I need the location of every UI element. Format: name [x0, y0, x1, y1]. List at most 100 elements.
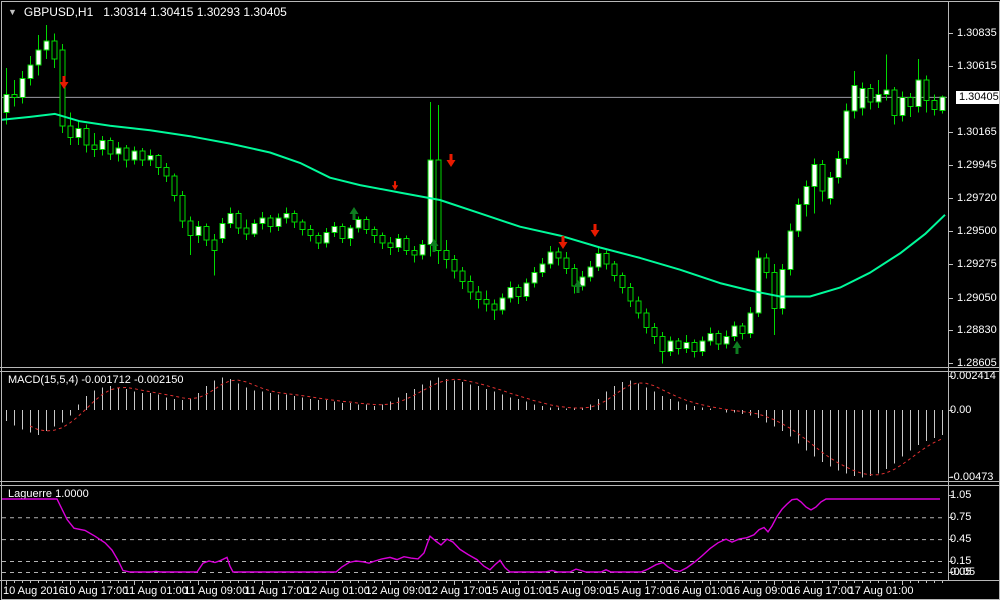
time-axis[interactable]: 10 Aug 2016 10 Aug 17:00 11 Aug 01:00 11 Au…: [0, 581, 1000, 600]
candle: [923, 79, 930, 102]
candle: [315, 235, 322, 244]
price-axis-label: 1.29500: [957, 225, 997, 237]
axis-divider: [948, 2, 949, 580]
laguerre-axis-label: 0.45: [950, 533, 972, 545]
candle: [291, 212, 298, 223]
candle: [243, 227, 250, 235]
candle: [667, 340, 674, 352]
candle: [795, 203, 802, 232]
candle: [723, 336, 730, 345]
time-axis-label: 11 Aug 01:00: [123, 585, 188, 597]
candle: [755, 257, 762, 314]
macd-axis-label: -0.00473: [950, 471, 994, 483]
candle: [195, 226, 202, 237]
candle: [843, 110, 850, 159]
time-axis-label: 12 Aug 01:00: [305, 585, 370, 597]
candle: [411, 249, 418, 256]
collapse-arrow-icon[interactable]: ▼: [8, 7, 17, 17]
candle: [771, 272, 778, 309]
candle: [875, 94, 882, 103]
candle: [827, 177, 834, 199]
candle: [555, 251, 562, 259]
price-axis-label: 1.30835: [957, 27, 997, 39]
sell-arrow-icon: [446, 154, 456, 167]
panel-separator[interactable]: [0, 481, 1000, 482]
macd-axis-label: 0.002414: [950, 370, 996, 382]
candle: [819, 163, 826, 192]
candle: [179, 195, 186, 222]
candle: [227, 212, 234, 225]
candle: [3, 94, 10, 113]
candle: [19, 77, 26, 99]
candle: [467, 281, 474, 293]
candle: [939, 96, 946, 111]
candle: [859, 88, 866, 109]
candle: [683, 341, 690, 349]
candle: [787, 230, 794, 271]
candle: [323, 232, 330, 244]
buy-arrow-icon: [732, 341, 742, 354]
candle: [907, 97, 914, 107]
candle: [75, 128, 82, 139]
candle: [107, 140, 114, 155]
candle: [139, 150, 146, 161]
laguerre-line: [2, 498, 940, 573]
candle: [851, 85, 858, 112]
candle: [811, 163, 818, 188]
candle: [259, 217, 266, 225]
candle: [779, 269, 786, 309]
candle: [643, 312, 650, 329]
panel-separator[interactable]: [0, 367, 1000, 368]
candle: [763, 257, 770, 274]
candle: [51, 40, 58, 60]
candle: [883, 89, 890, 96]
candle: [915, 79, 922, 107]
macd-histogram: [6, 377, 943, 478]
sell-arrow-icon: [59, 76, 69, 89]
candle: [579, 276, 586, 287]
candle: [403, 238, 410, 251]
price-axis-label: 1.28605: [957, 357, 997, 369]
candle: [595, 252, 602, 268]
time-axis-label: 16 Aug 09:00: [727, 585, 793, 597]
macd-axis-label: 0.00: [950, 404, 972, 416]
time-axis-label: 17 Aug 01:00: [848, 585, 914, 597]
candle: [387, 242, 394, 248]
candle: [867, 88, 874, 103]
candle: [499, 297, 506, 311]
candle: [147, 154, 154, 161]
candle: [155, 154, 162, 168]
candle: [611, 263, 618, 277]
candle: [299, 221, 306, 231]
buy-arrow-icon: [573, 280, 583, 293]
panel-separator[interactable]: [0, 485, 1000, 486]
candle: [363, 218, 370, 231]
buy-arrow-icon: [349, 207, 359, 220]
candle: [187, 220, 194, 237]
candle: [675, 340, 682, 349]
candle: [659, 336, 666, 352]
candle: [459, 270, 466, 283]
candle: [131, 150, 138, 161]
candle: [483, 298, 490, 305]
candle: [739, 325, 746, 335]
candle: [451, 258, 458, 272]
candle: [379, 235, 386, 244]
price-axis-label: 1.30615: [957, 60, 997, 72]
candle: [731, 325, 738, 338]
candles-layer: [3, 24, 946, 364]
time-axis-label: 10 Aug 17:00: [63, 585, 129, 597]
price-axis-label: 1.28830: [957, 324, 997, 336]
sell-arrow-icon: [391, 181, 399, 191]
time-axis-label: 12 Aug 17:00: [425, 585, 491, 597]
current-price-tag: 1.30405: [956, 91, 1000, 104]
candle: [627, 287, 634, 302]
candle: [715, 333, 722, 345]
symbol-timeframe: GBPUSD,H1: [23, 5, 94, 19]
candle: [331, 226, 338, 234]
laguerre-axis-label: 0.15: [950, 555, 972, 567]
candle: [523, 282, 530, 297]
panel-separator[interactable]: [0, 371, 1000, 372]
